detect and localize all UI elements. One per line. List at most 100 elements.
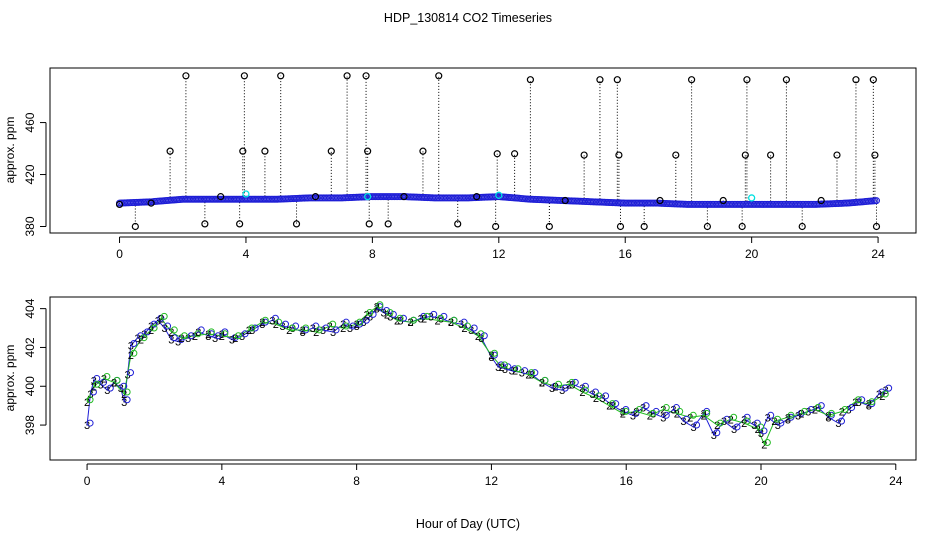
series-point-label: 3 — [458, 319, 464, 331]
series-point-label: 3 — [488, 352, 494, 364]
series-point — [221, 330, 229, 338]
series-point-label: 3 — [600, 393, 606, 405]
series-point-label: 3 — [347, 323, 353, 335]
series-point — [763, 438, 771, 446]
series-point-label: 3 — [118, 383, 124, 395]
series-point — [170, 334, 178, 342]
series-point-label: 2 — [421, 313, 427, 325]
series-point-label: 2 — [354, 319, 360, 331]
series-point-label: 2 — [606, 401, 612, 413]
series-point-label: 3 — [195, 327, 201, 339]
series-point — [612, 400, 620, 408]
series-point — [773, 415, 781, 423]
series-point-label: 3 — [330, 327, 336, 339]
spike-point — [580, 151, 588, 159]
series-point — [693, 421, 701, 429]
series-point-label: 3 — [775, 420, 781, 432]
series-point-label: 3 — [866, 401, 872, 413]
series-point-label: 2 — [384, 309, 390, 321]
series-point-label: 2 — [785, 412, 791, 424]
series-point — [787, 413, 795, 421]
series-point-label: 3 — [539, 377, 545, 389]
series-point-label: 3 — [765, 412, 771, 424]
spike-point — [615, 151, 623, 159]
series-point — [160, 312, 168, 320]
series-point — [743, 417, 751, 425]
y-tick-label: 402 — [23, 337, 37, 357]
series-point-label: 2 — [286, 325, 292, 337]
series-point-label: 2 — [566, 379, 572, 391]
series-point-label: 3 — [212, 333, 218, 345]
series-point-label: 3 — [374, 304, 380, 316]
series-point-label: 3 — [84, 420, 90, 432]
spike-point — [871, 151, 879, 159]
series-point — [662, 411, 670, 419]
series-point — [703, 409, 711, 417]
series-point-label: 2 — [839, 406, 845, 418]
series-point-label: 3 — [162, 323, 168, 335]
series-point-label: 2 — [434, 315, 440, 327]
series-point-label: 2 — [714, 420, 720, 432]
series-point — [194, 330, 202, 338]
series-point-label: 3 — [360, 317, 366, 329]
series-point-label: 3 — [519, 368, 525, 380]
x-tick-label: 16 — [620, 474, 634, 488]
series-point-label: 3 — [104, 385, 110, 397]
series-point — [275, 318, 283, 326]
series-point — [571, 378, 579, 386]
series-point-label: 2 — [219, 331, 225, 343]
series-point-label: 2 — [512, 366, 518, 378]
series-point — [676, 407, 684, 415]
cyan-point — [363, 192, 372, 201]
spike-point — [616, 222, 625, 231]
series-point-label: 2 — [701, 410, 707, 422]
series-point-label: 2 — [687, 412, 693, 424]
series-point — [837, 417, 845, 425]
spike-point — [741, 151, 749, 159]
series-point-label: 2 — [866, 399, 872, 411]
plot-frame-top — [49, 67, 917, 234]
series-point — [841, 405, 849, 413]
x-tick-label: 0 — [84, 474, 91, 488]
series-point-label: 2 — [300, 325, 306, 337]
series-point — [315, 326, 323, 334]
x-tick-label: 4 — [243, 247, 250, 261]
series-point — [130, 340, 138, 348]
spike-point — [365, 220, 373, 228]
series-point-label: 2 — [771, 416, 777, 428]
series-point — [399, 314, 407, 322]
spike-point — [131, 222, 139, 231]
series-point-label: 3 — [418, 313, 424, 325]
series-point — [143, 328, 151, 336]
series-point-label: 2 — [579, 387, 585, 399]
spike-point — [400, 193, 408, 201]
series-point-label: 2 — [192, 331, 198, 343]
spike-point — [687, 76, 696, 84]
spike-point — [147, 199, 155, 207]
series-point — [430, 310, 438, 318]
baseline-point — [872, 197, 880, 205]
spike-point — [561, 196, 569, 205]
spike-point — [492, 222, 500, 231]
series-point-label: 3 — [589, 389, 595, 401]
series-point-label: 2 — [539, 377, 545, 389]
series-point — [420, 312, 428, 320]
series-point — [130, 349, 138, 357]
series-point — [504, 363, 512, 371]
series-point — [383, 307, 391, 315]
series-point-label: 3 — [751, 420, 757, 432]
spike-point — [596, 76, 604, 84]
series-point-label: 3 — [87, 389, 93, 401]
figure-title: HDP_130814 CO2 Timeseries — [384, 11, 552, 25]
spike-point — [239, 147, 247, 155]
series-point-label: 3 — [448, 317, 454, 329]
series-point — [342, 318, 350, 326]
x-tick-label: 8 — [353, 474, 360, 488]
series-point-label: 3 — [711, 430, 717, 442]
series-point — [288, 324, 296, 332]
y-tick-label: 420 — [23, 164, 37, 184]
series-point — [490, 351, 498, 359]
series-point — [89, 388, 97, 396]
series-point-label: 2 — [364, 309, 370, 321]
series-point-label: 2 — [593, 393, 599, 405]
